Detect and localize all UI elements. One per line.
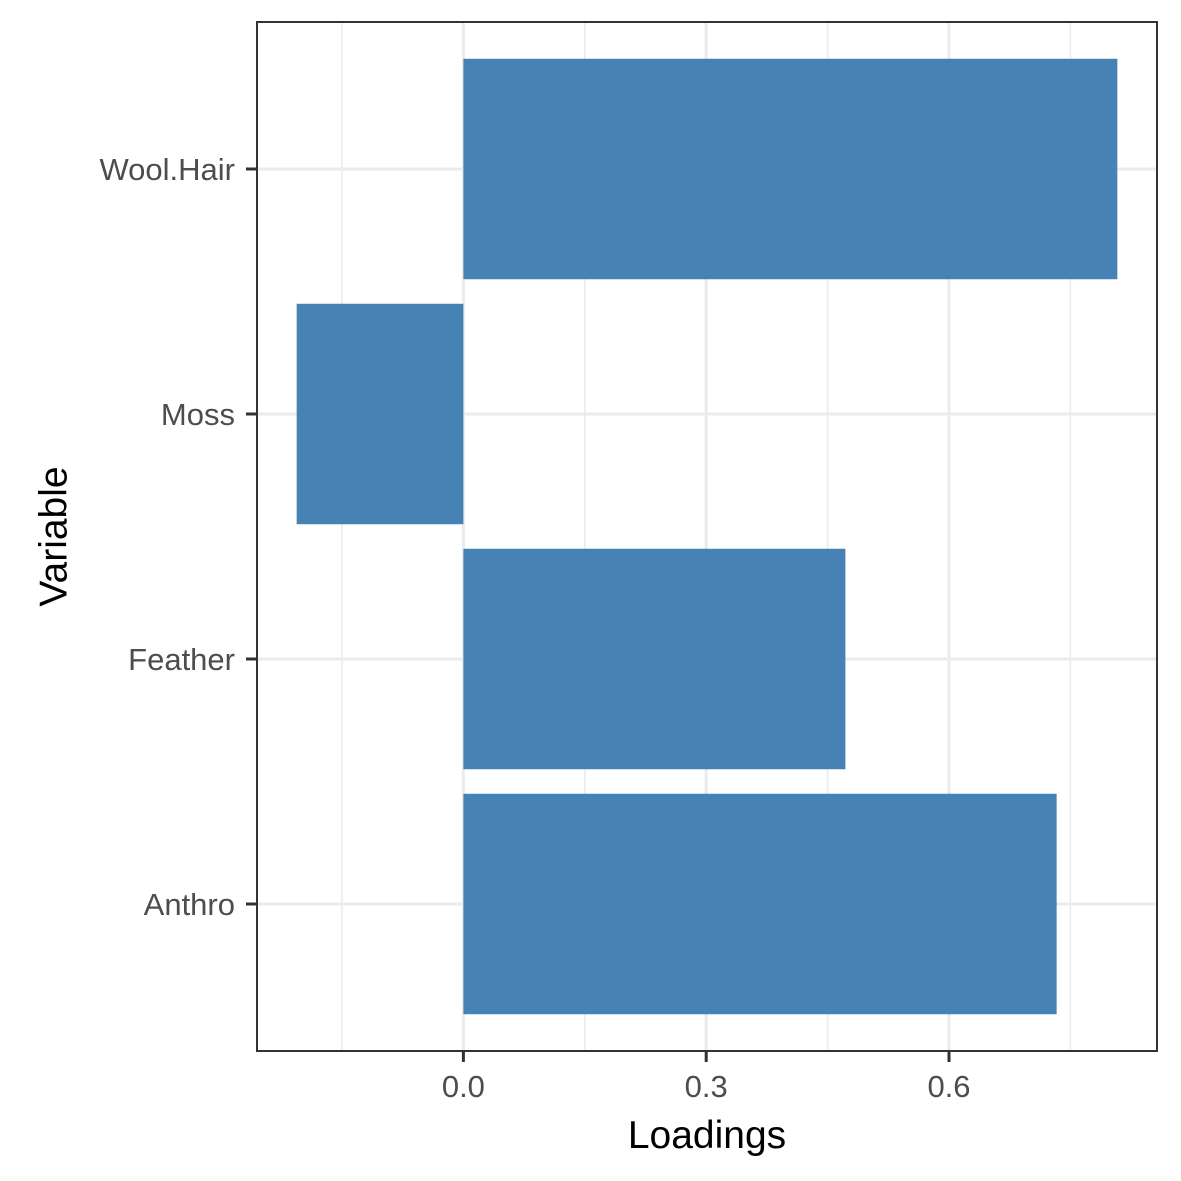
y-tick-label: Wool.Hair [99,152,235,187]
bars [296,58,1118,1015]
y-axis-title: Variable [33,466,76,606]
bar [296,303,464,525]
y-tick-label: Feather [128,642,235,677]
bar [463,548,846,770]
x-axis-title: Loadings [628,1114,786,1157]
x-tick-label: 0.0 [442,1069,485,1104]
x-tick-label: 0.6 [927,1069,970,1104]
x-tick-label: 0.3 [685,1069,728,1104]
y-tick-label: Anthro [144,887,235,922]
y-axis: Wool.Hair Moss Feather Anthro [99,152,257,922]
bar [463,793,1057,1015]
y-tick-label: Moss [161,397,235,432]
bar [463,58,1118,280]
x-axis: 0.0 0.3 0.6 [442,1051,971,1104]
